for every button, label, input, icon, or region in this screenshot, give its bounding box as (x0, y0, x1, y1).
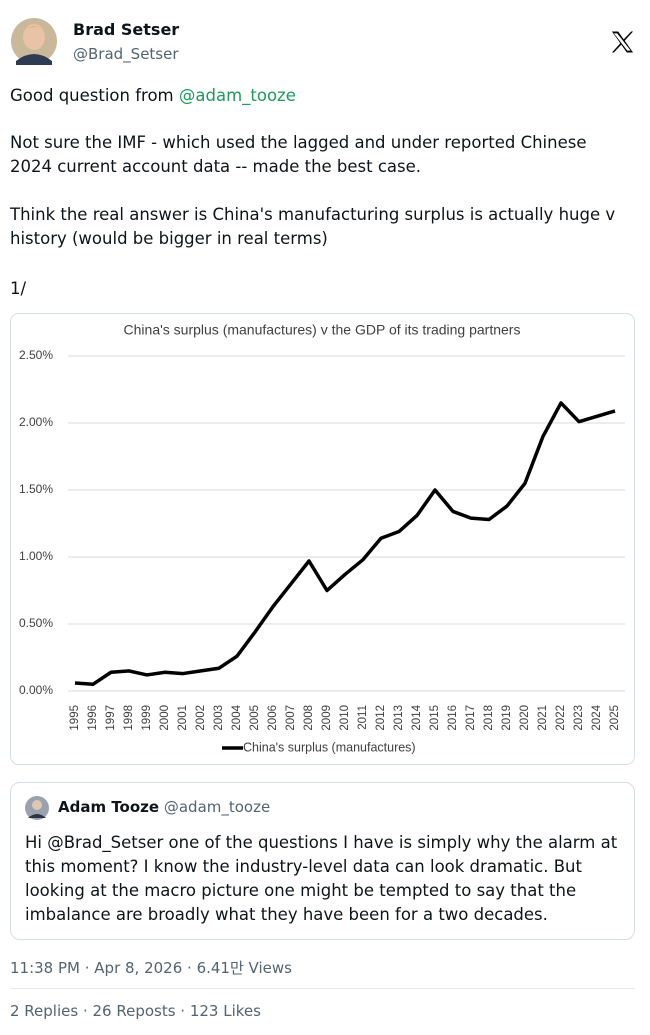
quote-name: Adam Tooze (58, 798, 160, 816)
timestamp[interactable]: 11:38 PM · Apr 8, 2026 · 6.41만 Views (10, 959, 292, 977)
x-tick-label: 2003 (213, 705, 225, 731)
y-tick-label: 0.00% (19, 683, 53, 697)
y-tick-label: 1.50% (19, 482, 53, 496)
x-tick-label: 2020 (519, 705, 531, 731)
y-tick-label: 2.50% (19, 348, 53, 362)
x-tick-label: 2013 (393, 705, 405, 731)
x-logo[interactable] (611, 31, 634, 53)
x-tick-label: 2000 (159, 705, 171, 731)
x-tick-label: 2016 (447, 705, 459, 731)
quote-avatar[interactable] (25, 796, 49, 820)
tweet-paragraph: Not sure the IMF - which used the lagged… (10, 133, 587, 176)
quote-card[interactable] (10, 782, 635, 940)
x-tick-label: 2022 (555, 705, 567, 731)
y-tick-label: 0.50% (19, 616, 53, 630)
separator (10, 988, 635, 989)
x-tick-label: 1996 (87, 705, 99, 731)
avatar[interactable] (10, 17, 58, 65)
x-tick-label: 2005 (249, 705, 261, 731)
quote-header: Adam Tooze @adam_tooze (58, 798, 270, 816)
x-tick-label: 2009 (321, 705, 333, 731)
tweet-paragraph: 1/ (10, 279, 27, 298)
x-tick-label: 2023 (573, 705, 585, 731)
chart-card (10, 313, 635, 765)
x-tick-label: 1999 (141, 705, 153, 731)
x-tick-label: 2025 (609, 705, 621, 731)
x-tick-label: 2007 (285, 705, 297, 731)
x-tick-label: 2001 (177, 705, 189, 731)
tweet-paragraph: Good question from @adam_tooze (10, 84, 625, 108)
x-tick-label: 2010 (339, 705, 351, 731)
x-tick-label: 2012 (375, 705, 387, 731)
x-tick-label: 2024 (591, 704, 603, 730)
x-tick-label: 2015 (429, 705, 441, 731)
chart-title: China's surplus (manufactures) v the GDP… (124, 322, 521, 338)
legend-label: China's surplus (manufactures) (243, 740, 416, 754)
text: Good question from (10, 86, 179, 105)
x-tick-label: 2021 (537, 705, 549, 731)
data-line (74, 401, 616, 687)
y-tick-label: 1.00% (19, 549, 53, 563)
quote-text: Hi @Brad_Setser one of the questions I h… (25, 833, 618, 924)
x-tick-label: 2002 (195, 705, 207, 731)
x-tick-label: 2006 (267, 705, 279, 731)
x-tick-label: 2004 (231, 704, 243, 730)
tweet-paragraph: Think the real answer is China's manufac… (10, 205, 616, 248)
x-tick-label: 2008 (303, 705, 315, 731)
x-tick-label: 2011 (357, 705, 369, 730)
x-tick-label: 2014 (411, 704, 423, 730)
x-tick-label: 1995 (69, 705, 81, 731)
stats[interactable]: 2 Replies · 26 Reposts · 123 Likes (10, 1002, 261, 1020)
x-tick-label: 1997 (105, 705, 117, 731)
mention[interactable]: @adam_tooze (178, 86, 296, 105)
author-handle[interactable]: @Brad_Setser (73, 45, 179, 63)
x-tick-label: 2017 (465, 705, 477, 731)
x-tick-label: 1998 (123, 705, 135, 731)
author-name[interactable]: Brad Setser (73, 20, 180, 39)
x-tick-label: 2018 (483, 705, 495, 731)
chart[interactable]: China's surplus (manufactures) v the GDP… (0, 313, 650, 768)
y-tick-label: 2.00% (19, 415, 53, 429)
quote-handle: @adam_tooze (163, 798, 271, 816)
x-tick-label: 2019 (501, 705, 513, 731)
